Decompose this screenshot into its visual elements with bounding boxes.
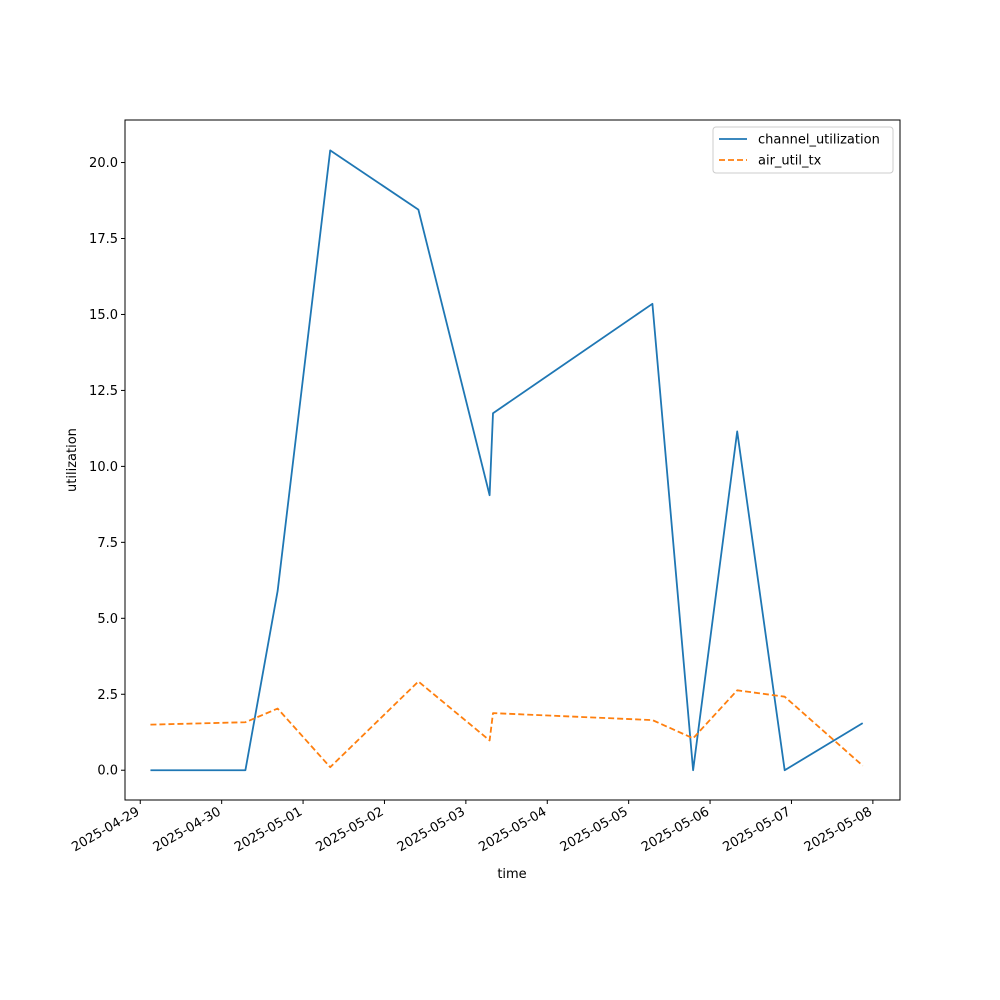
y-axis-label: utilization xyxy=(65,428,80,492)
y-tick-label: 20.0 xyxy=(89,156,118,171)
legend-label: air_util_tx xyxy=(758,154,822,169)
y-tick-label: 12.5 xyxy=(89,384,118,399)
y-tick-label: 17.5 xyxy=(89,232,118,247)
legend: channel_utilization air_util_tx xyxy=(712,126,894,174)
plot-frame xyxy=(124,119,901,801)
y-tick-label: 15.0 xyxy=(89,308,118,323)
y-tick-label: 7.5 xyxy=(97,536,118,551)
series-line-air-util-tx xyxy=(150,680,864,769)
legend-label: channel_utilization xyxy=(758,133,880,148)
y-tick-label: 2.5 xyxy=(97,688,118,703)
plot-lines xyxy=(150,149,864,772)
y-tick-label: 0.0 xyxy=(97,764,118,779)
y-tick-label: 5.0 xyxy=(97,612,118,627)
series-line-channel-utilization xyxy=(150,149,864,772)
y-tick-label: 10.0 xyxy=(89,460,118,475)
x-axis-label: time xyxy=(497,867,526,882)
y-axis: 0.0 2.5 5.0 7.5 10.0 12.5 15.0 17.5 20.0 xyxy=(89,156,125,779)
legend-frame xyxy=(712,126,894,174)
